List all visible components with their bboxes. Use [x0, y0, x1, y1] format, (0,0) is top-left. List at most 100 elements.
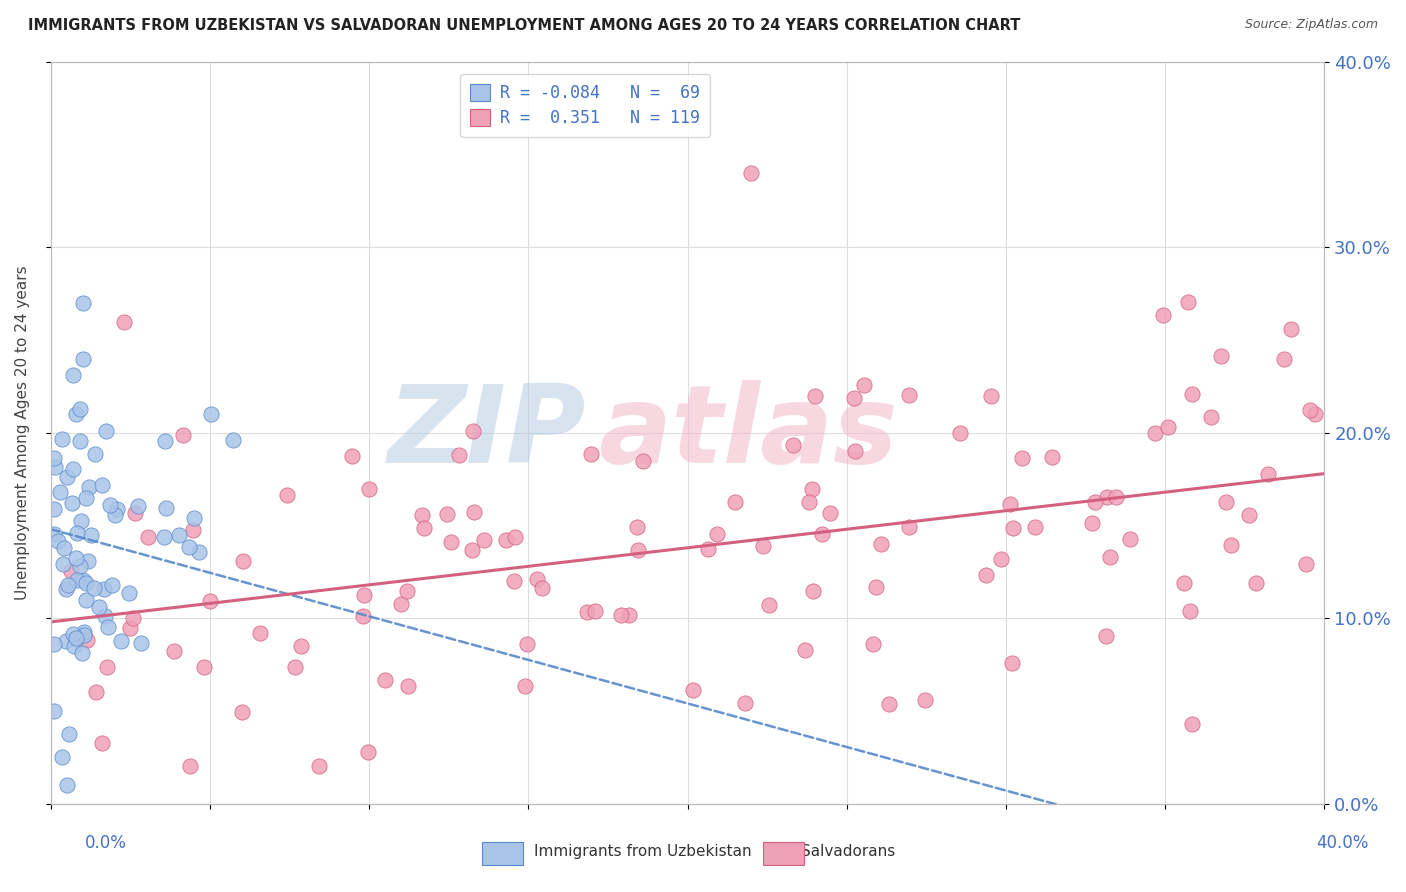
- Point: [877, 698, 900, 712]
- Point: [436, 507, 458, 521]
- Point: [782, 438, 804, 452]
- Point: [193, 659, 215, 673]
- Point: [801, 584, 824, 599]
- Point: [898, 388, 921, 402]
- Legend: R = -0.084   N =  69, R =  0.351   N = 119: R = -0.084 N = 69, R = 0.351 N = 119: [460, 74, 710, 137]
- Point: [526, 572, 548, 586]
- Point: [396, 584, 419, 599]
- Point: [104, 508, 127, 523]
- Point: [96, 659, 118, 673]
- Point: [84, 685, 107, 699]
- Point: [1299, 403, 1322, 417]
- Point: [530, 581, 553, 595]
- Point: [1173, 575, 1195, 590]
- Point: [42, 450, 65, 465]
- Point: [724, 495, 747, 509]
- Point: [75, 576, 97, 591]
- Point: [155, 434, 177, 448]
- Point: [1105, 490, 1128, 504]
- Point: [65, 407, 87, 421]
- Point: [183, 511, 205, 525]
- Point: [579, 447, 602, 461]
- Point: [136, 530, 159, 544]
- Point: [181, 524, 204, 538]
- Point: [72, 351, 94, 366]
- Point: [69, 559, 91, 574]
- Point: [90, 736, 112, 750]
- Point: [626, 520, 648, 534]
- Point: [62, 639, 84, 653]
- Point: [463, 505, 485, 519]
- Point: [124, 506, 146, 520]
- Text: IMMIGRANTS FROM UZBEKISTAN VS SALVADORAN UNEMPLOYMENT AMONG AGES 20 TO 24 YEARS : IMMIGRANTS FROM UZBEKISTAN VS SALVADORAN…: [28, 18, 1021, 33]
- Point: [758, 598, 780, 612]
- Point: [352, 609, 374, 624]
- Point: [179, 759, 201, 773]
- Point: [249, 626, 271, 640]
- Point: [76, 633, 98, 648]
- Point: [1257, 467, 1279, 481]
- Point: [706, 527, 728, 541]
- Point: [284, 660, 307, 674]
- Point: [576, 606, 599, 620]
- Point: [515, 679, 537, 693]
- Point: [447, 448, 470, 462]
- Point: [801, 482, 824, 496]
- Y-axis label: Unemployment Among Ages 20 to 24 years: Unemployment Among Ages 20 to 24 years: [15, 266, 30, 600]
- Point: [752, 539, 775, 553]
- Point: [83, 581, 105, 595]
- Point: [1094, 629, 1116, 643]
- Point: [1180, 604, 1202, 618]
- Point: [42, 637, 65, 651]
- Point: [59, 564, 82, 578]
- Point: [818, 506, 841, 520]
- Point: [440, 534, 463, 549]
- Point: [804, 389, 827, 403]
- Point: [1215, 495, 1237, 509]
- Point: [65, 551, 87, 566]
- Point: [188, 544, 211, 558]
- Point: [495, 533, 517, 547]
- Point: [1081, 516, 1104, 531]
- Point: [1279, 321, 1302, 335]
- Point: [290, 640, 312, 654]
- Point: [844, 443, 866, 458]
- Point: [73, 625, 96, 640]
- Point: [129, 635, 152, 649]
- Point: [631, 454, 654, 468]
- Point: [1157, 419, 1180, 434]
- Point: [155, 501, 177, 516]
- Point: [914, 693, 936, 707]
- Point: [80, 528, 103, 542]
- Point: [583, 604, 606, 618]
- Point: [62, 462, 84, 476]
- Point: [44, 460, 66, 475]
- Point: [105, 502, 128, 516]
- Point: [1119, 532, 1142, 546]
- Point: [503, 574, 526, 588]
- Point: [100, 577, 122, 591]
- Point: [69, 434, 91, 448]
- Point: [62, 626, 84, 640]
- Text: atlas: atlas: [599, 380, 898, 486]
- Point: [862, 637, 884, 651]
- Point: [58, 727, 80, 741]
- Point: [179, 540, 201, 554]
- Text: Immigrants from Uzbekistan: Immigrants from Uzbekistan: [534, 845, 752, 859]
- Point: [117, 586, 139, 600]
- Point: [516, 637, 538, 651]
- Point: [110, 633, 132, 648]
- Point: [1098, 550, 1121, 565]
- Point: [94, 608, 117, 623]
- Point: [60, 496, 83, 510]
- Point: [990, 552, 1012, 566]
- Point: [389, 597, 412, 611]
- Point: [163, 644, 186, 658]
- Point: [1272, 351, 1295, 366]
- Point: [461, 543, 484, 558]
- Point: [44, 527, 66, 541]
- Point: [46, 533, 69, 548]
- Point: [1177, 295, 1199, 310]
- Point: [198, 594, 221, 608]
- Point: [276, 488, 298, 502]
